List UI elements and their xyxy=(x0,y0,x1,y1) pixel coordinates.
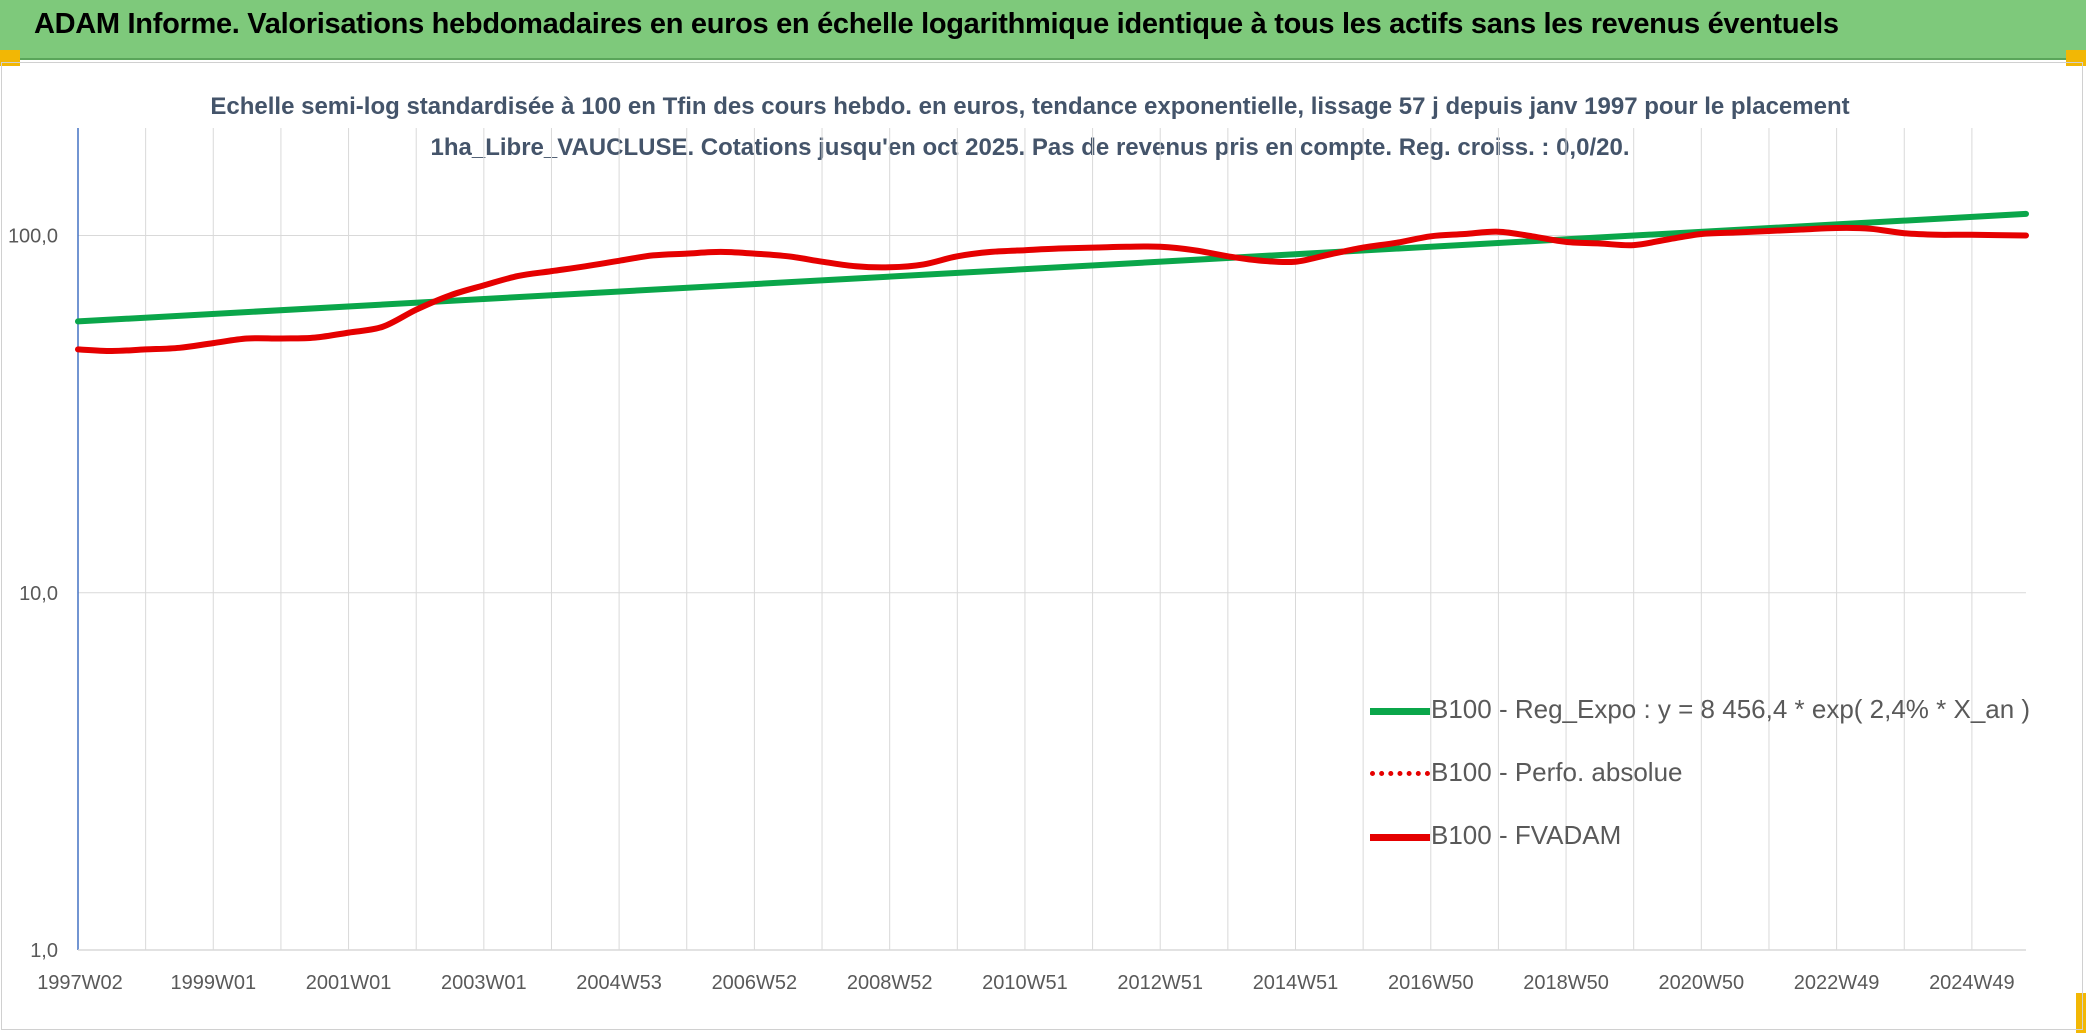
report-banner-title: ADAM Informe. Valorisations hebdomadaire… xyxy=(34,8,1839,40)
data-series xyxy=(75,210,2029,354)
tick-labels: 1,0 10,0 100,0 1997W02 1999W01 2001W01 2003W01… xyxy=(8,226,2015,994)
x-tick-label: 2022W49 xyxy=(1794,972,1880,994)
x-tick-label: 2006W52 xyxy=(712,972,798,994)
gridlines xyxy=(78,128,2026,951)
x-tick-label: 2024W49 xyxy=(1929,972,2015,994)
y-tick-label: 1,0 xyxy=(30,940,58,962)
x-tick-label: 2010W51 xyxy=(982,972,1068,994)
legend-label-fvadam: B100 - FVADAM xyxy=(1431,820,1622,850)
legend-label-perfo-absolue: B100 - Perfo. absolue xyxy=(1431,757,1683,787)
y-tick-label: 100,0 xyxy=(8,226,58,248)
y-tick-label: 10,0 xyxy=(19,583,58,605)
legend-item-fvadam: B100 - FVADAM xyxy=(1365,814,2045,877)
chart-title: Echelle semi-log standardisée à 100 en T… xyxy=(210,93,1850,161)
legend-swatch-perfo-absolue xyxy=(1370,771,1430,776)
x-tick-label: 2008W52 xyxy=(847,972,933,994)
chart-legend: B100 - Reg_Expo : y = 8 456,4 * exp( 2,4… xyxy=(1365,688,2045,877)
x-tick-label: 2012W51 xyxy=(1117,972,1203,994)
axes xyxy=(77,128,2026,951)
x-tick-label: 2004W53 xyxy=(576,972,662,994)
legend-item-regression: B100 - Reg_Expo : y = 8 456,4 * exp( 2,4… xyxy=(1365,688,2045,751)
legend-swatch-fvadam xyxy=(1370,834,1430,841)
legend-item-perfo-absolue: B100 - Perfo. absolue xyxy=(1365,751,2045,814)
series-line-fvadam xyxy=(75,224,2029,354)
legend-label-regression: B100 - Reg_Expo : y = 8 456,4 * exp( 2,4… xyxy=(1431,694,2031,724)
corner-marker-bottom-right xyxy=(2076,993,2086,1033)
legend-swatch-regression xyxy=(1370,708,1430,715)
report-banner: ADAM Informe. Valorisations hebdomadaire… xyxy=(0,0,2086,60)
x-tick-label: 1997W02 xyxy=(37,972,123,994)
x-tick-label: 2020W50 xyxy=(1659,972,1745,994)
x-tick-label: 2014W51 xyxy=(1253,972,1339,994)
x-tick-label: 2016W50 xyxy=(1388,972,1474,994)
chart-frame xyxy=(1,62,2083,1030)
x-tick-label: 1999W01 xyxy=(170,972,256,994)
x-tick-label: 2003W01 xyxy=(441,972,527,994)
x-tick-label: 2018W50 xyxy=(1523,972,1609,994)
x-tick-label: 2001W01 xyxy=(306,972,392,994)
